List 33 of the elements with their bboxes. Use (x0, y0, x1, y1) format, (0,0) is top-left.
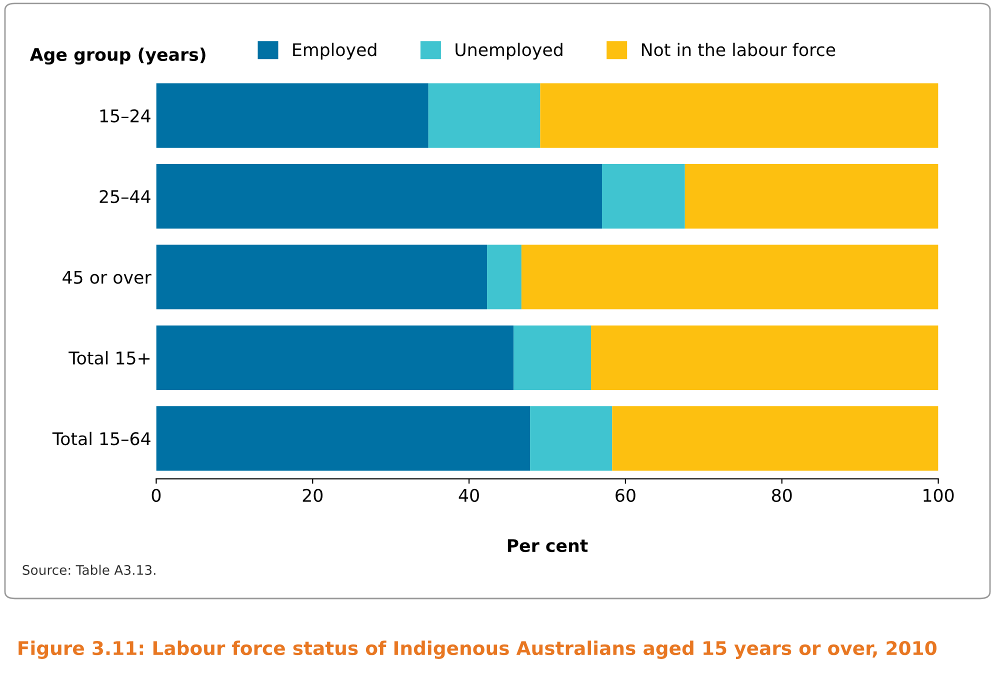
bar (684, 164, 938, 229)
y-tick-label: 45 or over (62, 270, 152, 284)
x-tick-label: 0 (152, 488, 161, 502)
x-tick-label: 100 (924, 488, 954, 502)
bar (156, 406, 530, 471)
bar (514, 325, 592, 390)
x-tick-label: 80 (772, 488, 792, 502)
y-tick-label: 15–24 (100, 109, 150, 122)
x-tick-label: 60 (616, 488, 636, 502)
bar (591, 325, 938, 390)
legend-label: Employed (293, 42, 376, 60)
bar (530, 406, 612, 471)
bar (602, 164, 685, 229)
y-tick-label: Total 15+ (68, 351, 150, 365)
bar (156, 325, 514, 390)
bar (156, 83, 428, 148)
y-tick-label: Total 15–64 (52, 432, 150, 446)
x-axis-title: Per cent (508, 539, 588, 552)
x-tick-label: 40 (458, 488, 479, 502)
source-note: Source: Table A3.13. (22, 564, 156, 575)
bar (487, 244, 522, 310)
y-tick-label: 25–44 (100, 190, 150, 204)
y-axis-title: Age group (years) (30, 48, 206, 65)
bar (612, 406, 938, 471)
bar (428, 83, 540, 148)
bar (521, 244, 938, 310)
bar (156, 164, 602, 229)
legend-label: Not in the labour force (642, 42, 836, 56)
x-tick-label: 20 (302, 488, 323, 502)
legend-label: Unemployed (456, 42, 562, 60)
text: Figure 3.11: Labour force status of Indigenous Australians aged 15 years or over, 2010 (18, 640, 936, 659)
bar (540, 83, 938, 148)
bar (156, 244, 488, 310)
